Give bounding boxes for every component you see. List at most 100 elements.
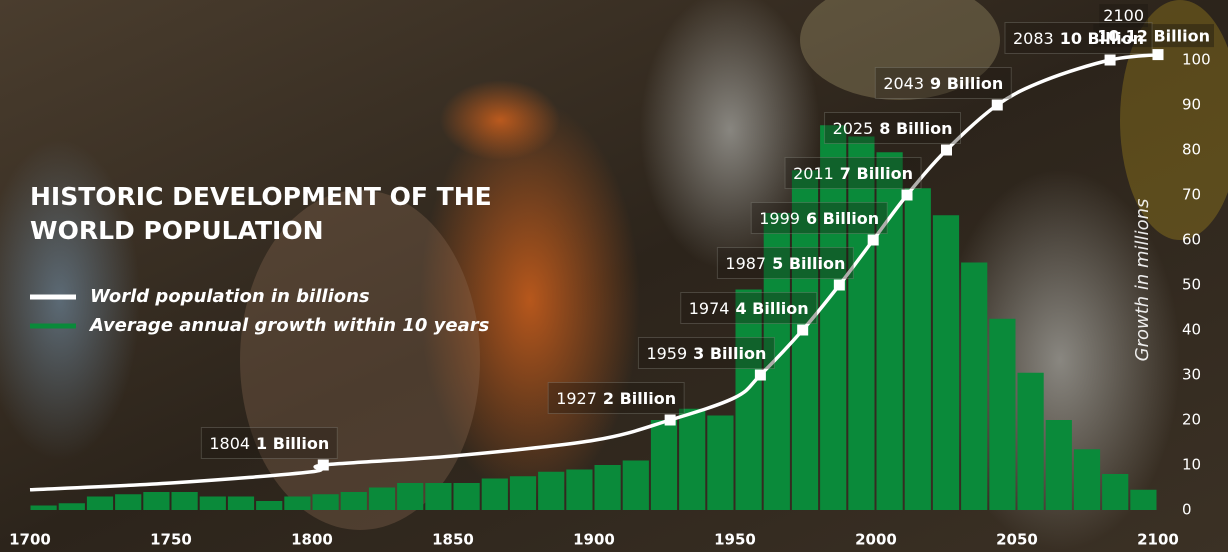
- bar: [397, 483, 424, 510]
- point-label: 1999 6 Billion: [759, 209, 879, 228]
- y-tick-label: 40: [1182, 321, 1201, 339]
- point-label-value: 8 Billion: [879, 119, 952, 138]
- label-box: [1004, 22, 1153, 54]
- y-tick-label: 100: [1182, 51, 1211, 69]
- bar: [989, 318, 1016, 510]
- point-marker: [941, 144, 952, 156]
- bar: [284, 496, 311, 510]
- bar: [932, 215, 960, 510]
- x-tick-label: 1800: [291, 531, 333, 549]
- x-tick-label: 1850: [432, 531, 474, 549]
- label-box: [716, 247, 854, 279]
- bar: [143, 492, 170, 510]
- bar: [876, 152, 903, 510]
- point-label: 10.12 Billion: [1097, 26, 1210, 45]
- point-marker: [797, 324, 809, 336]
- point-label-value: 3 Billion: [693, 344, 766, 363]
- bar: [622, 460, 649, 510]
- x-tick-label: 1750: [150, 531, 192, 549]
- bar: [763, 213, 790, 510]
- bar: [735, 289, 762, 510]
- x-tick-label: 1900: [573, 531, 615, 549]
- chart-title: WORLD POPULATION: [30, 216, 324, 245]
- bar: [594, 465, 621, 510]
- label-box: [680, 292, 818, 324]
- y-tick-label: 50: [1182, 276, 1201, 294]
- bar: [1102, 474, 1129, 510]
- x-tick-label: 2100: [1137, 531, 1179, 549]
- y-axis-label: Growth in millions: [1132, 199, 1153, 362]
- point-label-year: 2043: [883, 74, 924, 93]
- point-label: 2011 7 Billion: [793, 164, 913, 183]
- x-tick-label: 2000: [855, 531, 897, 549]
- label-box: [874, 67, 1012, 99]
- chart-title: HISTORIC DEVELOPMENT OF THE: [30, 182, 492, 211]
- bar: [904, 188, 931, 510]
- bar: [820, 125, 847, 510]
- point-label: 2043 9 Billion: [883, 74, 1003, 93]
- bar: [312, 494, 339, 510]
- point-label-year: 1804: [209, 434, 250, 453]
- bars: [30, 125, 1157, 510]
- bar: [650, 420, 678, 510]
- point-label-value: 9 Billion: [930, 74, 1003, 93]
- bar: [566, 469, 593, 510]
- label-box: [200, 427, 338, 459]
- bar: [368, 487, 396, 510]
- point-label-year: 2011: [793, 164, 834, 183]
- point-label-value: 6 Billion: [806, 209, 879, 228]
- bar: [227, 496, 255, 510]
- bar: [30, 505, 57, 510]
- bar: [340, 492, 367, 510]
- bar: [1130, 489, 1157, 510]
- y-tick-label: 10: [1182, 456, 1201, 474]
- point-marker: [754, 369, 766, 381]
- bar: [453, 483, 480, 510]
- y-tick-label: 0: [1182, 501, 1192, 519]
- x-tick-label: 2050: [996, 531, 1038, 549]
- bar: [961, 262, 988, 510]
- point-label-year: 2025: [833, 119, 874, 138]
- bar: [256, 501, 283, 510]
- point-label-year: 2100: [1103, 6, 1144, 25]
- point-label-year: 1959: [646, 344, 687, 363]
- bar: [86, 496, 114, 510]
- point-marker: [833, 279, 845, 291]
- bar: [171, 492, 198, 510]
- y-tick-label: 90: [1182, 96, 1201, 114]
- point-label: 1974 4 Billion: [689, 299, 809, 318]
- bar: [791, 170, 819, 510]
- point-marker: [991, 99, 1003, 111]
- point-marker: [1104, 54, 1116, 66]
- y-tick-label: 60: [1182, 231, 1201, 249]
- point-label-value: 7 Billion: [840, 164, 913, 183]
- point-label-year: 1987: [725, 254, 766, 273]
- point-label-value: 4 Billion: [735, 299, 808, 318]
- label-box: [784, 157, 922, 189]
- point-marker: [664, 414, 676, 426]
- point-label: 1987 5 Billion: [725, 254, 845, 273]
- bar: [509, 476, 537, 510]
- y-tick-label: 30: [1182, 366, 1201, 384]
- bar: [58, 503, 85, 510]
- point-label-value: 10.12 Billion: [1097, 26, 1210, 45]
- legend-swatch: [30, 323, 76, 329]
- bar: [707, 415, 734, 510]
- point-label-year: 1974: [689, 299, 730, 318]
- y-tick-label: 20: [1182, 411, 1201, 429]
- bar: [425, 483, 452, 510]
- bar: [1073, 449, 1101, 510]
- line-layer: [29, 49, 1164, 492]
- point-label-value: 10 Billion: [1060, 29, 1144, 48]
- point-label-year: 2083: [1013, 29, 1054, 48]
- legend-swatch: [30, 294, 76, 300]
- legend-label: Average annual growth within 10 years: [88, 315, 490, 336]
- point-label-year: 1927: [556, 389, 597, 408]
- y-tick-label: 70: [1182, 186, 1201, 204]
- point-label: 1804 1 Billion: [209, 434, 329, 453]
